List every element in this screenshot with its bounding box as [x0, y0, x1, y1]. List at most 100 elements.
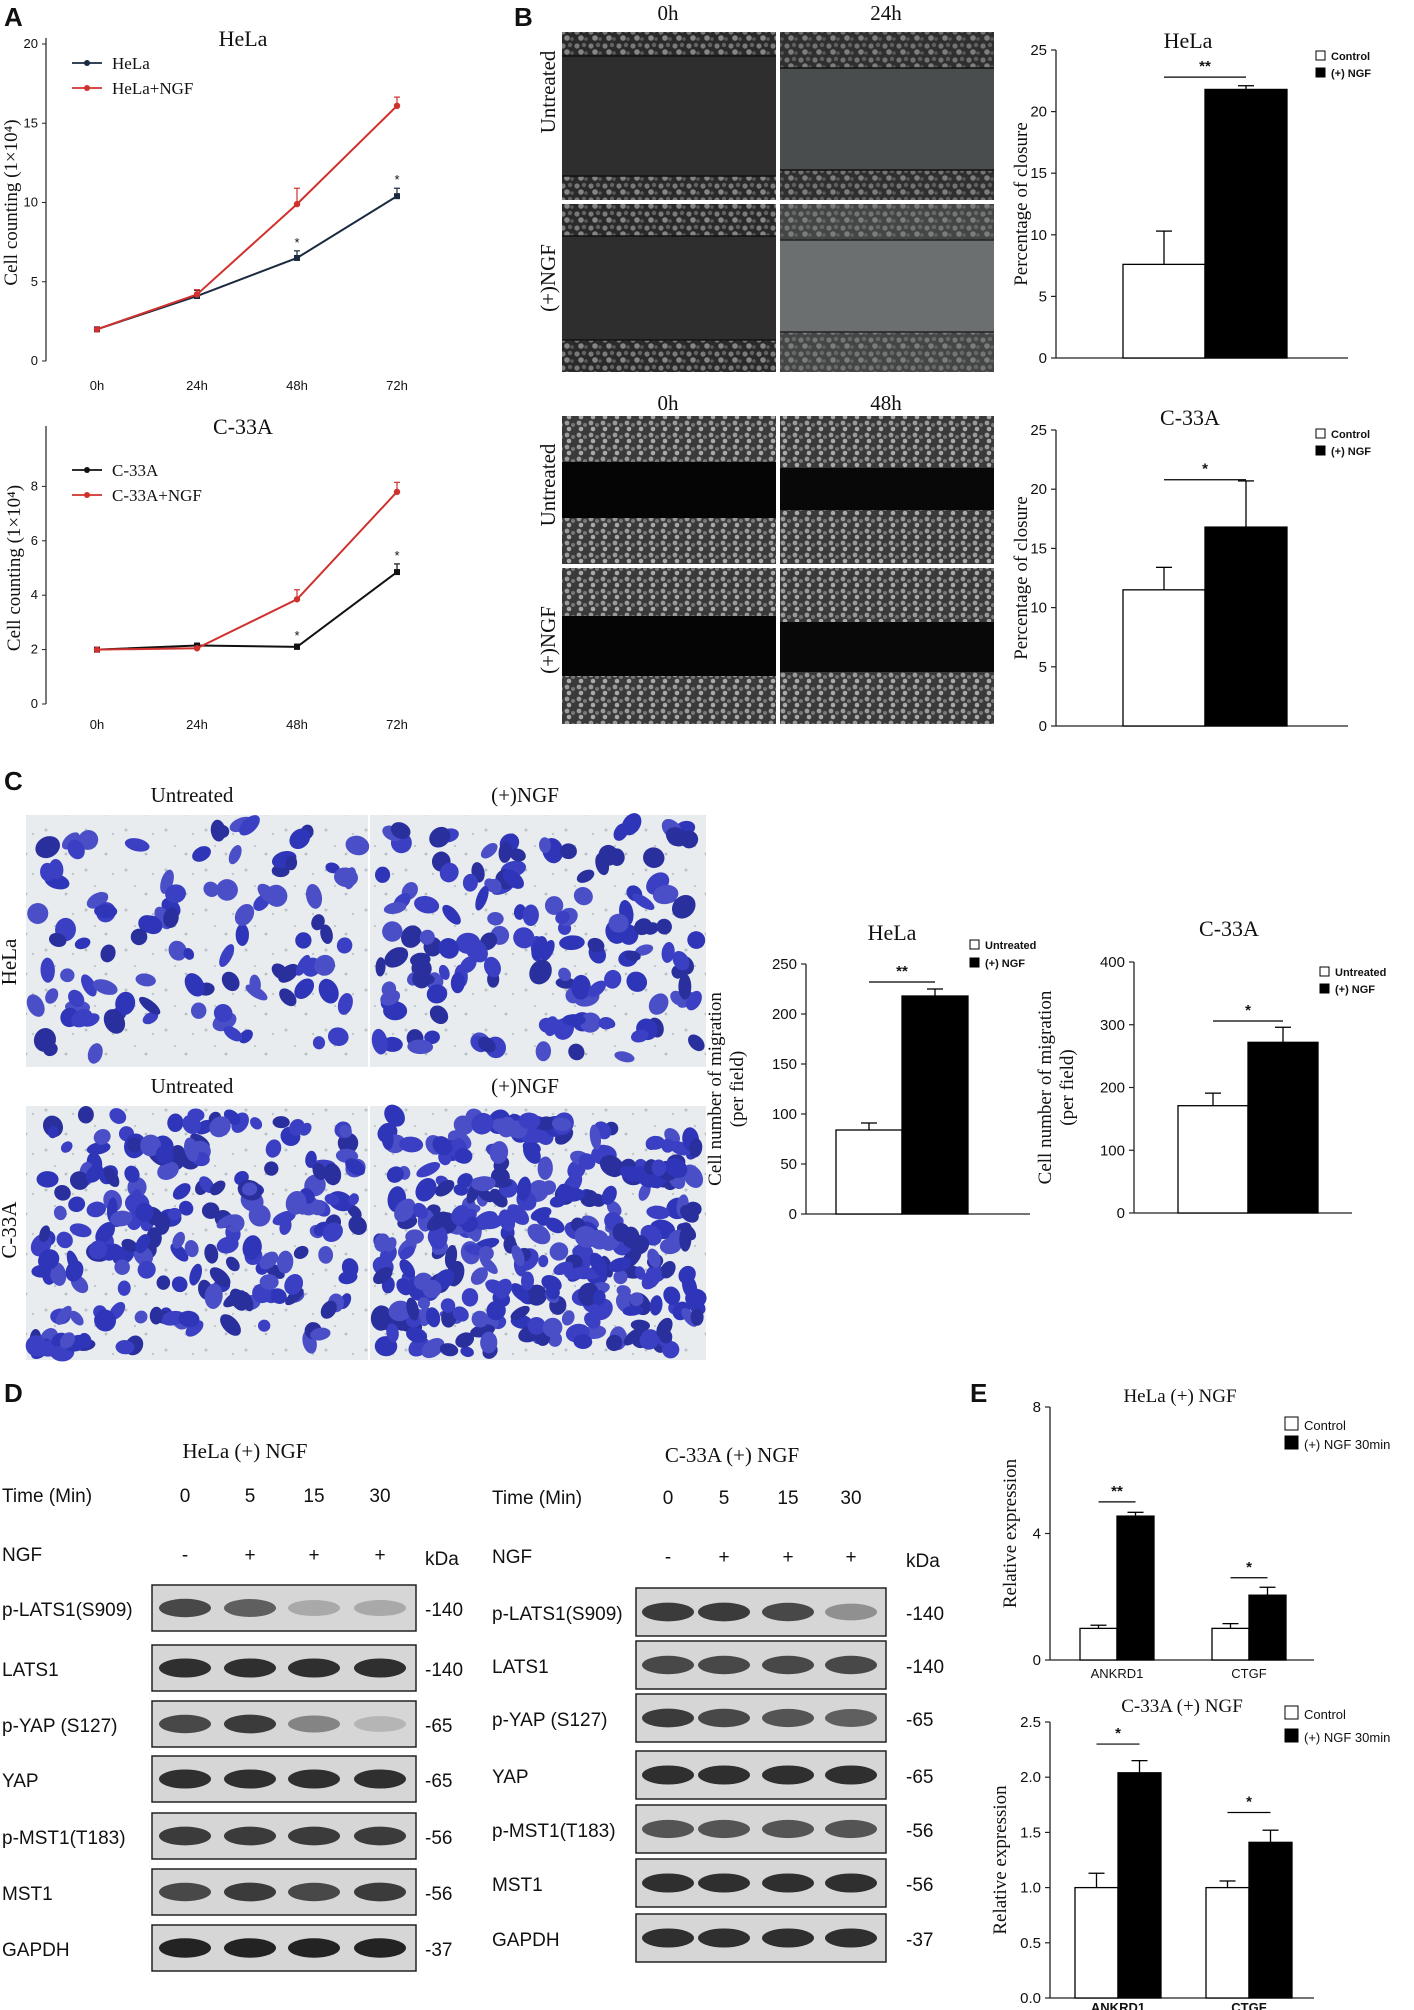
stained-cell — [124, 1165, 140, 1183]
protein-band — [288, 1769, 340, 1789]
y-axis-title: Cell number of migration — [1035, 990, 1056, 1184]
stained-cell — [417, 1297, 431, 1310]
stained-cell — [531, 936, 548, 962]
stained-cell — [462, 873, 478, 892]
stained-cell — [285, 1288, 304, 1306]
stained-cell — [471, 1112, 494, 1135]
stained-cell — [521, 1271, 535, 1291]
series-line-hela — [96, 195, 398, 331]
stained-cell — [219, 944, 235, 967]
stained-cell — [115, 991, 136, 1015]
stained-cell — [333, 867, 358, 888]
stained-cell — [165, 884, 186, 904]
data-point — [393, 102, 401, 110]
y-axis-title: Relative expression — [990, 1785, 1011, 1935]
legend-label: (+) NGF 30min — [1304, 1437, 1390, 1452]
stained-cell — [439, 862, 459, 883]
kda-value: -56 — [906, 1821, 933, 1842]
stained-cell — [632, 893, 655, 910]
protein-band — [288, 1882, 340, 1902]
stained-cell — [157, 1161, 179, 1180]
stained-cell — [509, 848, 526, 862]
stained-cell — [678, 973, 692, 1000]
y-tick-label: 250 — [772, 956, 797, 973]
stained-cell — [95, 1222, 116, 1244]
ngf-value: - — [182, 1545, 188, 1566]
stained-cell — [318, 978, 339, 1004]
y-axis-title: Percentage of closure — [1011, 496, 1032, 660]
stained-cell — [277, 1250, 294, 1274]
stained-cell — [311, 914, 325, 931]
protein-band — [224, 1826, 276, 1846]
stained-cell — [527, 1317, 546, 1335]
d-c33a-western-blot: C-33A (+) NGF Time (Min) NGF 0 5 15 30 - + + + kDa p… — [492, 1443, 944, 1963]
c-col-header-untreated-top: Untreated — [151, 783, 234, 807]
stained-cell — [621, 813, 642, 836]
stained-cell — [661, 942, 675, 963]
stained-cell — [537, 1156, 553, 1180]
stained-cell — [289, 828, 311, 850]
kda-value: -140 — [425, 1600, 463, 1621]
stained-cell — [36, 1171, 59, 1188]
stained-cell — [223, 1026, 243, 1042]
kda-value: -65 — [906, 1767, 933, 1788]
stained-cell — [626, 971, 648, 992]
c-col-header-ngf-bottom: (+)NGF — [491, 1074, 559, 1098]
protein-band — [825, 1928, 877, 1948]
kda-value: -37 — [906, 1930, 933, 1951]
y-tick-label: 0 — [1039, 350, 1047, 367]
protein-band — [825, 1819, 877, 1839]
protein-band — [224, 1769, 276, 1789]
stained-cell — [374, 866, 391, 883]
legend-label: C-33A — [112, 461, 159, 480]
stained-cell — [538, 1017, 556, 1033]
stained-cell — [480, 842, 498, 859]
stained-cell — [93, 1129, 111, 1145]
stained-cell — [183, 948, 195, 960]
stained-cell — [115, 1340, 135, 1355]
protein-band — [354, 1599, 406, 1617]
chart-title: HeLa — [1164, 28, 1213, 53]
protein-band — [642, 1708, 694, 1728]
protein-band — [825, 1709, 877, 1727]
x-tick-label: 72h — [386, 717, 408, 732]
stained-cell — [78, 830, 99, 850]
y-tick-label: 300 — [1100, 1017, 1125, 1034]
y-tick-label: 8 — [1033, 1399, 1041, 1416]
stained-cell — [69, 1310, 84, 1326]
bar--ngf-30min — [1117, 1772, 1162, 1999]
b-top-header-24h: 24h — [870, 1, 902, 25]
stained-cell — [271, 864, 290, 878]
stained-cell — [386, 1166, 404, 1183]
stained-cell — [94, 1309, 117, 1332]
ngf-label: NGF — [492, 1547, 532, 1568]
stained-cell — [659, 1237, 682, 1255]
panel-label-c: C — [4, 766, 23, 796]
y-tick-label: 2 — [31, 642, 38, 657]
stained-cell — [25, 1335, 47, 1357]
stained-cell — [671, 895, 696, 919]
stained-cell — [510, 1283, 530, 1302]
y-tick-label: 0.5 — [1020, 1935, 1041, 1952]
y-tick-label: 20 — [1030, 481, 1047, 498]
legend-label: (+) NGF — [985, 958, 1025, 970]
stained-cell — [616, 1285, 631, 1297]
protein-band — [698, 1708, 750, 1728]
stained-cell — [68, 1196, 86, 1213]
stained-cell — [384, 947, 409, 968]
protein-band — [825, 1873, 877, 1893]
chart-b-hela-closure: HeLa 0 5 10 15 20 25 Percentage of closure ** Con… — [1011, 28, 1371, 367]
stained-cell — [541, 1274, 562, 1292]
legend-label: Control — [1331, 51, 1370, 63]
stained-cell — [604, 969, 622, 989]
bar--ngf — [901, 995, 969, 1215]
stained-cell — [672, 951, 690, 971]
protein-label: p-LATS1(S909) — [2, 1600, 133, 1621]
chart-c-hela-migration: HeLa 0 50 100 150 200 250 Cell number of migrat… — [705, 920, 1036, 1223]
stained-cell — [460, 1346, 474, 1358]
protein-band — [642, 1655, 694, 1675]
y-axis-title: Relative expression — [1000, 1458, 1021, 1608]
data-point — [293, 596, 301, 603]
legend-label: Untreated — [985, 940, 1036, 952]
y-axis-title: Percentage of closure — [1011, 122, 1032, 286]
